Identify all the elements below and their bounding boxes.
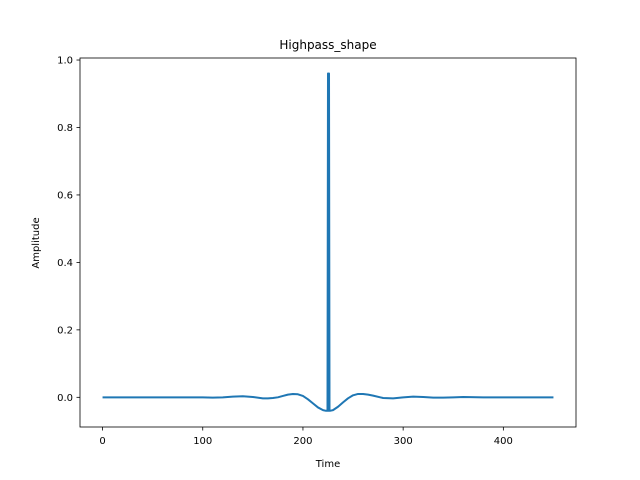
y-axis: 0.0 0.2 0.4 0.6 0.8 1.0 <box>57 56 80 404</box>
x-tick-label: 0 <box>99 436 105 447</box>
chart-title: Highpass_shape <box>279 38 376 52</box>
y-tick-label: 1.0 <box>57 56 73 67</box>
plot-area <box>102 72 554 412</box>
x-tick-label: 100 <box>193 436 212 447</box>
x-tick-label: 300 <box>394 436 413 447</box>
y-tick-label: 0.0 <box>57 393 73 404</box>
x-tick-label: 200 <box>293 436 312 447</box>
series-line-0 <box>102 72 554 412</box>
plot-frame <box>79 57 577 428</box>
x-tick-label: 400 <box>494 436 513 447</box>
y-tick-label: 0.4 <box>57 258 73 269</box>
x-axis: 0 100 200 300 400 <box>99 427 513 447</box>
y-tick-label: 0.8 <box>57 123 73 134</box>
y-tick-label: 0.2 <box>57 325 73 336</box>
x-axis-label: Time <box>315 459 340 470</box>
y-tick-label: 0.6 <box>57 190 73 201</box>
y-axis-label: Amplitude <box>31 217 42 268</box>
